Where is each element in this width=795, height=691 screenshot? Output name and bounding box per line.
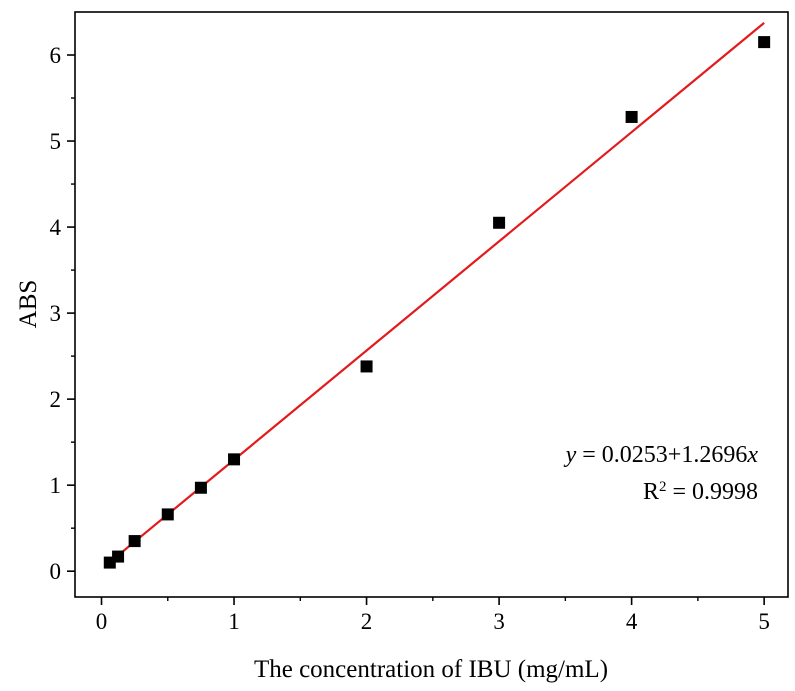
equation-y-var: y — [564, 442, 577, 468]
x-tick-label: 1 — [228, 609, 240, 634]
x-axis-title: The concentration of IBU (mg/mL) — [254, 656, 608, 683]
y-tick-label: 1 — [50, 473, 62, 498]
equation-rhs: = 0.0253+1.2696 — [576, 442, 747, 468]
data-point — [194, 481, 207, 494]
fit-layer — [109, 22, 765, 564]
data-point — [758, 36, 771, 49]
y-axis-ticks: 0 1 2 3 4 5 6 — [50, 43, 75, 584]
x-tick-label: 5 — [758, 609, 770, 634]
y-tick-label: 4 — [50, 215, 62, 240]
x-tick-label: 4 — [626, 609, 638, 634]
r-squared-value: = 0.9998 — [666, 479, 758, 505]
data-point — [228, 453, 241, 466]
r-squared: R2 = 0.9998 — [643, 479, 758, 505]
plot-frame — [74, 11, 789, 598]
y-tick-label: 6 — [50, 43, 62, 68]
r-squared-label: R — [643, 479, 659, 505]
y-tick-label: 5 — [50, 129, 62, 154]
fit-line — [109, 22, 765, 564]
x-axis-ticks: 0 1 2 3 4 5 — [96, 597, 770, 634]
data-point — [161, 508, 174, 521]
equation-x-var: x — [746, 442, 758, 468]
y-tick-label: 3 — [50, 301, 62, 326]
data-point — [128, 535, 141, 548]
y-axis-title: ABS — [15, 280, 42, 329]
r-squared-exponent: 2 — [659, 479, 667, 495]
x-tick-label: 0 — [96, 609, 108, 634]
data-point — [360, 360, 373, 373]
data-point — [112, 550, 125, 563]
y-tick-label: 0 — [50, 559, 62, 584]
x-tick-label: 2 — [361, 609, 373, 634]
y-tick-label: 2 — [50, 387, 62, 412]
data-points — [103, 36, 771, 569]
data-point — [493, 216, 506, 229]
data-point — [625, 110, 638, 123]
x-tick-label: 3 — [493, 609, 505, 634]
fit-equation: y = 0.0253+1.2696x — [564, 442, 759, 468]
